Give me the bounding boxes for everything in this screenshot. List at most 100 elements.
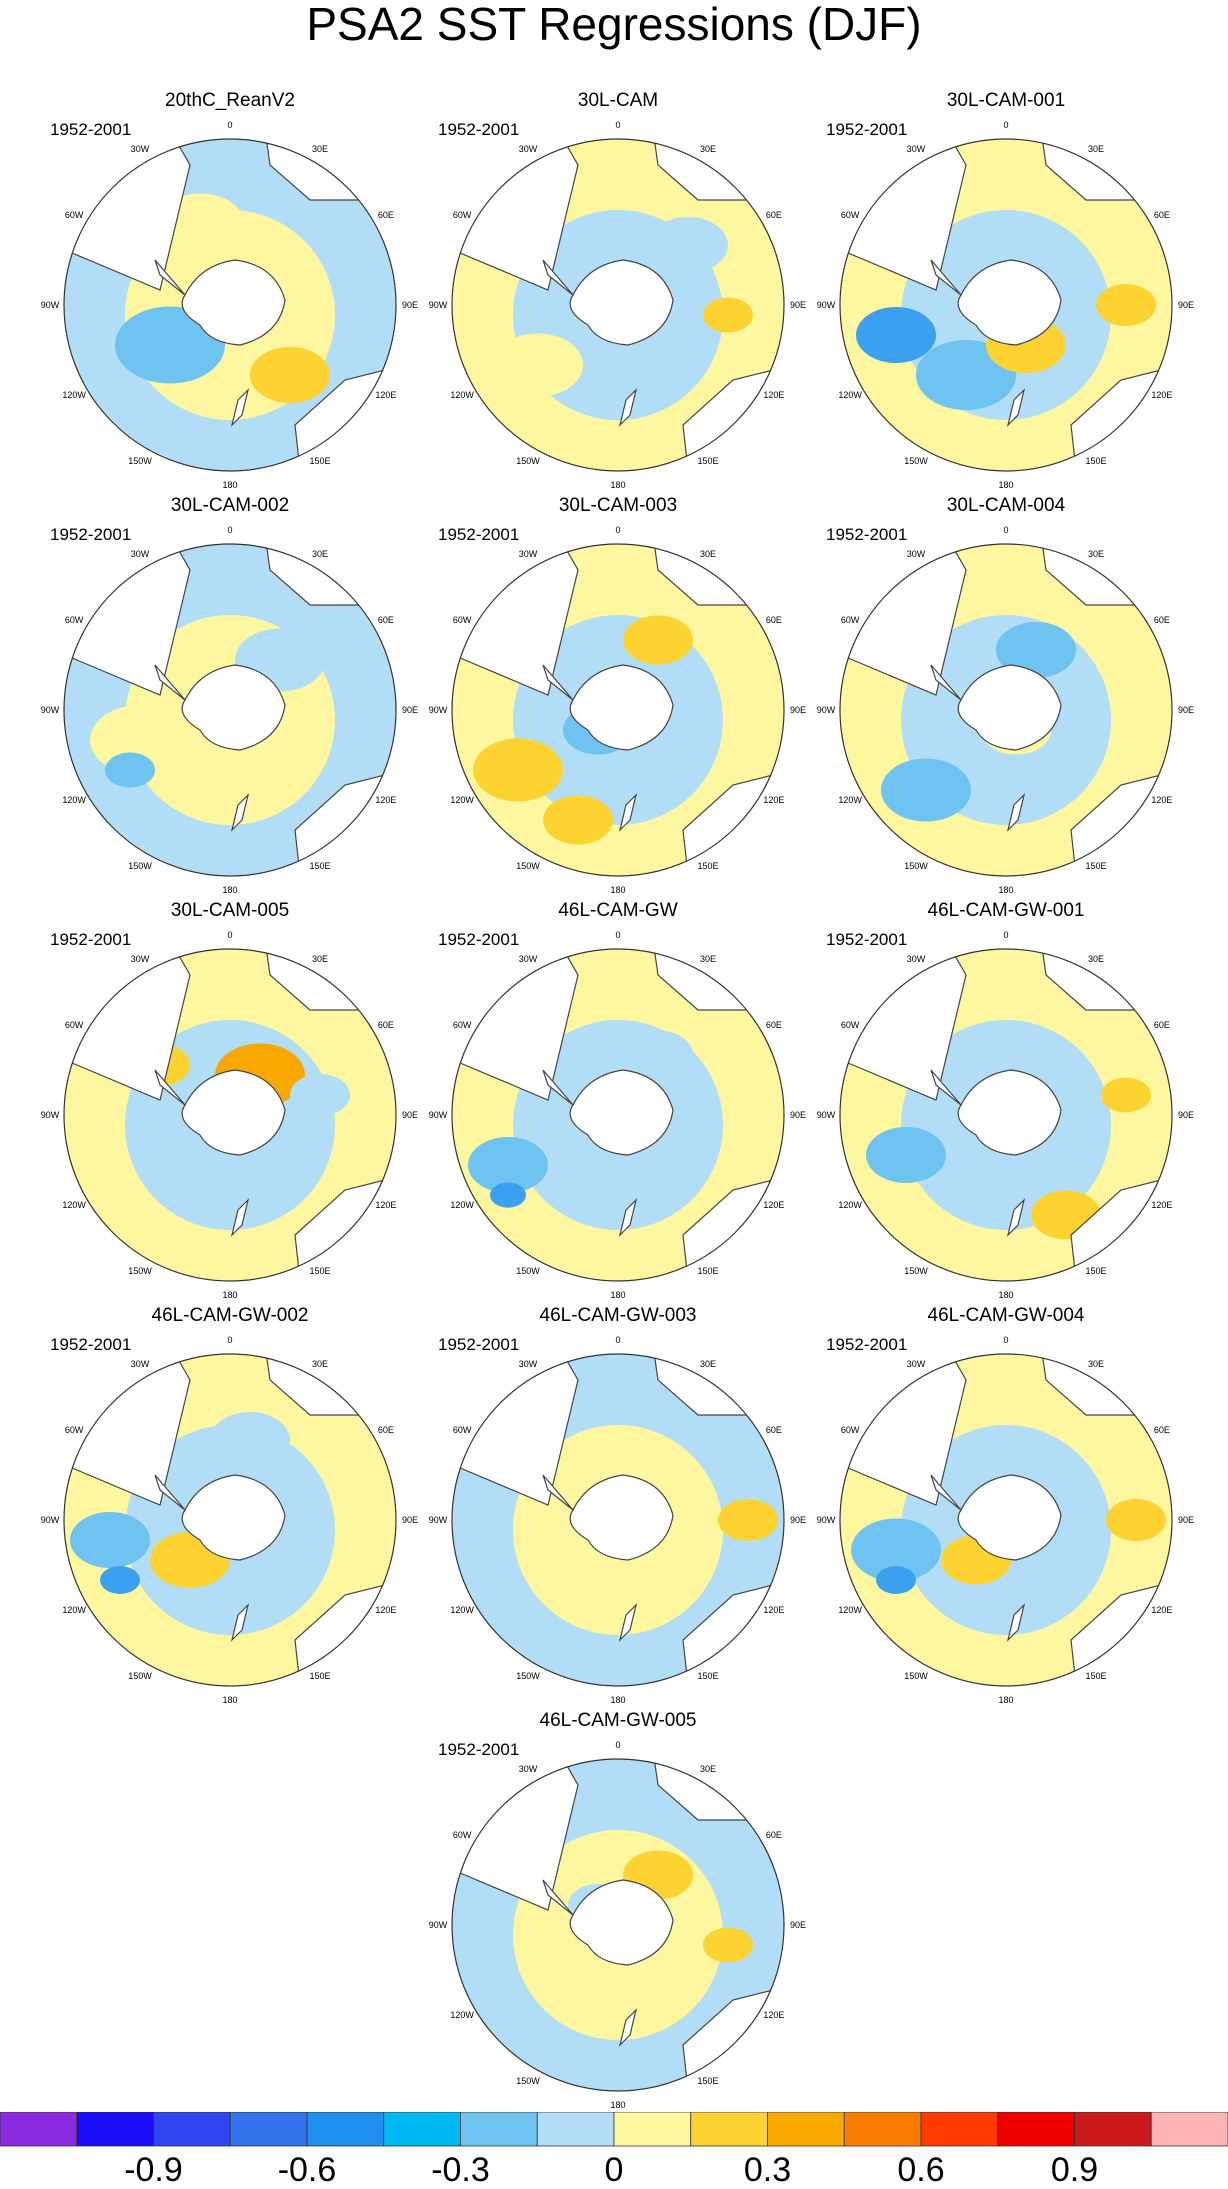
land-antarctic-peninsula	[154, 259, 186, 296]
longitude-label: 150E	[309, 861, 330, 871]
land-antarctica	[957, 1069, 1062, 1156]
longitude-label: 90E	[1178, 1515, 1194, 1525]
longitude-label: 180	[222, 885, 237, 895]
longitude-label: 120W	[62, 390, 86, 400]
longitude-label: 60W	[841, 615, 860, 625]
polar-map: 0 30E 60E 90E 120E 150E 180 150W 120W 90W 60W 30W	[817, 120, 1194, 490]
longitude-label: 30E	[1088, 954, 1104, 964]
longitude-label: 30W	[519, 549, 538, 559]
longitude-label: 30W	[519, 144, 538, 154]
map-boundary	[839, 1353, 1173, 1687]
map-panel: 46L-CAM-GW-004 0 30E 60E 90E 120E 150E 180 150W 1…	[806, 1305, 1206, 1705]
map-boundary	[451, 138, 785, 472]
longitude-label: 0	[615, 930, 620, 940]
colorbar-swatch	[536, 2112, 615, 2147]
land-antarctic-peninsula	[154, 1069, 186, 1106]
longitude-label: 30E	[700, 549, 716, 559]
longitude-label: 120E	[1151, 1605, 1172, 1615]
land-antarctica	[569, 1879, 674, 1966]
longitude-label: 120E	[763, 1605, 784, 1615]
longitude-label: 60W	[65, 1020, 84, 1030]
map-panel: 30L-CAM 0 30E 60E 90E 120E 150E 180 150W 120W 90W 6…	[418, 90, 818, 490]
longitude-label: 180	[222, 1290, 237, 1300]
longitude-label: 150W	[516, 456, 540, 466]
longitude-label: 90W	[817, 705, 836, 715]
longitude-label: 60W	[453, 210, 472, 220]
longitude-label: 90E	[402, 705, 418, 715]
longitude-label: 30E	[700, 144, 716, 154]
longitude-label: 120W	[62, 1605, 86, 1615]
longitude-label: 150E	[697, 1266, 718, 1276]
land-antarctica	[569, 259, 674, 346]
longitude-label: 150E	[1085, 1671, 1106, 1681]
land-antarctica	[181, 1474, 286, 1561]
longitude-label: 90E	[1178, 300, 1194, 310]
longitude-label: 150W	[904, 1266, 928, 1276]
longitude-label: 60W	[453, 1020, 472, 1030]
land-new-zealand	[618, 388, 638, 427]
colorbar-swatch	[920, 2112, 999, 2147]
longitude-label: 150W	[128, 1266, 152, 1276]
land-new-zealand	[230, 793, 250, 832]
longitude-label: 120E	[763, 795, 784, 805]
panel-period: 1952-2001	[826, 1335, 908, 1354]
longitude-label: 60W	[65, 615, 84, 625]
longitude-label: 60E	[766, 1830, 782, 1840]
polar-map: 0 30E 60E 90E 120E 150E 180 150W 120W 90W 60W 30W	[817, 1335, 1194, 1705]
map-boundary	[63, 543, 397, 877]
land-new-zealand	[1006, 1603, 1026, 1642]
longitude-label: 180	[998, 1290, 1013, 1300]
land-new-zealand	[230, 1603, 250, 1642]
longitude-label: 30E	[700, 1764, 716, 1774]
longitude-label: 60W	[453, 615, 472, 625]
map-boundary	[63, 138, 397, 472]
map-panel: 46L-CAM-GW-001 0 30E 60E 90E 120E 150E 180 150W 1…	[806, 900, 1206, 1300]
longitude-label: 60W	[841, 1020, 860, 1030]
map-boundary	[451, 543, 785, 877]
polar-map: 0 30E 60E 90E 120E 150E 180 150W 120W 90W 60W 30W	[41, 930, 418, 1300]
longitude-label: 150E	[1085, 1266, 1106, 1276]
longitude-label: 90W	[817, 1515, 836, 1525]
map-panel: 46L-CAM-GW-005 0 30E 60E 90E 120E 150E 180 150W 1…	[418, 1710, 818, 2110]
polar-map: 0 30E 60E 90E 120E 150E 180 150W 120W 90W 60W 30W	[817, 930, 1194, 1300]
panel-period: 1952-2001	[50, 120, 132, 139]
panel-title: 46L-CAM-GW	[558, 900, 678, 921]
map-boundary	[451, 1758, 785, 2092]
longitude-label: 150E	[1085, 861, 1106, 871]
longitude-label: 120E	[375, 390, 396, 400]
longitude-label: 30E	[312, 144, 328, 154]
longitude-label: 120W	[62, 795, 86, 805]
longitude-label: 90W	[41, 705, 60, 715]
panel-title: 30L-CAM-001	[946, 90, 1066, 111]
longitude-label: 120W	[838, 795, 862, 805]
longitude-label: 120W	[450, 1200, 474, 1210]
longitude-label: 60W	[65, 1425, 84, 1435]
longitude-label: 150W	[516, 1266, 540, 1276]
panel-period: 1952-2001	[438, 1740, 520, 1759]
land-antarctic-peninsula	[930, 1069, 962, 1106]
land-antarctica	[569, 1069, 674, 1156]
longitude-label: 60E	[378, 1425, 394, 1435]
longitude-label: 120W	[838, 1200, 862, 1210]
land-antarctica	[569, 1474, 674, 1561]
longitude-label: 30W	[519, 1764, 538, 1774]
land-antarctica	[957, 1474, 1062, 1561]
panel-period: 1952-2001	[50, 1335, 132, 1354]
longitude-label: 0	[227, 930, 232, 940]
land-antarctica	[181, 1069, 286, 1156]
longitude-label: 150W	[904, 456, 928, 466]
longitude-label: 120W	[838, 1605, 862, 1615]
longitude-label: 90E	[790, 1515, 806, 1525]
longitude-label: 30W	[519, 954, 538, 964]
map-panel: 30L-CAM-004 0 30E 60E 90E 120E 150E 180 150W 120W…	[806, 495, 1206, 895]
colorbar-swatch	[690, 2112, 768, 2147]
longitude-label: 60E	[378, 615, 394, 625]
panel-period: 1952-2001	[438, 1335, 520, 1354]
panel-title: 30L-CAM-003	[558, 495, 678, 516]
polar-map: 0 30E 60E 90E 120E 150E 180 150W 120W 90W 60W 30W	[41, 525, 418, 895]
longitude-label: 90E	[402, 1110, 418, 1120]
longitude-label: 90E	[1178, 1110, 1194, 1120]
longitude-label: 0	[615, 525, 620, 535]
longitude-label: 30E	[1088, 549, 1104, 559]
longitude-label: 60E	[1154, 1020, 1170, 1030]
